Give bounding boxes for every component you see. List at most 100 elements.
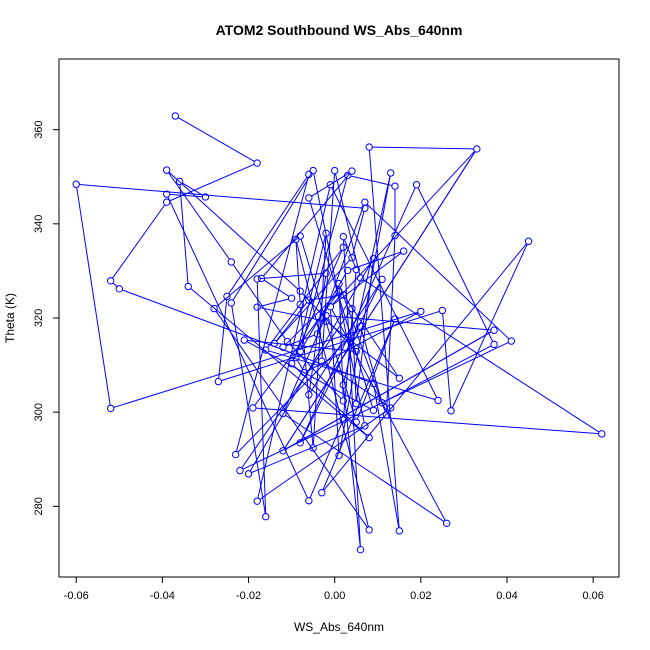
series-segment <box>442 313 452 408</box>
series-segment <box>300 238 356 420</box>
data-point <box>386 169 395 177</box>
series-segment <box>263 173 351 277</box>
data-point <box>395 527 404 535</box>
y-tick-label: 300 <box>33 403 45 421</box>
x-tick-label: -0.04 <box>150 590 175 602</box>
series-segment <box>179 184 189 284</box>
data-point <box>391 182 399 190</box>
series-segment <box>310 281 381 393</box>
series-segment <box>218 299 228 379</box>
data-point <box>339 381 348 389</box>
data-point <box>339 397 348 405</box>
series-segment <box>300 178 348 349</box>
series-segment <box>247 339 354 352</box>
data-point <box>279 343 287 351</box>
data-point <box>253 275 261 283</box>
data-point <box>326 181 335 189</box>
series-segment <box>373 386 400 528</box>
data-point <box>524 237 533 245</box>
series-segment <box>260 298 289 307</box>
data-point <box>227 299 236 307</box>
series-segment <box>356 261 374 401</box>
series-segment <box>384 345 492 402</box>
series-lines <box>76 117 600 547</box>
series-segment <box>251 426 363 474</box>
y-tick-label: 320 <box>33 309 45 327</box>
series-segment <box>112 204 166 279</box>
series-segment <box>263 279 290 297</box>
x-axis-label: WS_Abs_640nm <box>294 620 384 634</box>
series-segment <box>417 187 494 342</box>
series-segment <box>256 407 599 435</box>
data-point <box>399 247 408 255</box>
series-segment <box>260 307 324 322</box>
series-segment <box>231 306 266 514</box>
data-point <box>598 430 606 438</box>
series-segment <box>330 309 340 453</box>
series-segment <box>307 312 419 372</box>
data-point <box>365 526 373 534</box>
data-point <box>356 322 365 331</box>
data-point <box>343 171 352 180</box>
data-point <box>356 545 365 554</box>
series-segment <box>215 310 368 528</box>
series-points <box>72 112 606 554</box>
data-point <box>162 190 171 198</box>
series-segment <box>293 365 368 436</box>
data-point <box>223 292 231 301</box>
data-point <box>361 422 369 430</box>
data-point <box>279 409 287 418</box>
series-segment <box>285 331 492 450</box>
series-segment <box>168 171 299 290</box>
data-point <box>296 347 304 356</box>
data-point <box>352 347 360 356</box>
x-tick-label: 0.06 <box>582 590 603 602</box>
series-segment <box>228 176 308 294</box>
series-segment <box>368 150 400 528</box>
data-point <box>343 266 352 275</box>
data-point <box>171 112 180 120</box>
data-point <box>490 340 498 349</box>
series-segment <box>112 282 118 287</box>
x-tick-label: 0.04 <box>496 590 517 602</box>
series-segment <box>275 302 308 342</box>
chart-title: ATOM2 Southbound WS_Abs_640nm <box>216 22 463 38</box>
series-segment <box>386 238 396 412</box>
data-point <box>236 466 244 475</box>
y-axis: 280 300 320 340 360 <box>33 120 60 516</box>
series-segment <box>276 259 351 342</box>
data-point <box>210 304 218 313</box>
data-point <box>442 519 451 528</box>
data-point <box>335 287 343 296</box>
series-segment <box>169 193 203 198</box>
data-point <box>309 166 317 175</box>
data-point <box>162 198 171 206</box>
series-segment <box>356 321 395 420</box>
series-segment <box>260 273 323 280</box>
series-segment <box>342 239 361 547</box>
data-point <box>309 444 317 452</box>
series-segment <box>182 182 203 196</box>
series-segment <box>221 310 440 382</box>
data-point <box>253 303 261 311</box>
data-point <box>391 231 399 240</box>
data-point <box>473 145 481 153</box>
series-segment <box>79 184 362 209</box>
data-point <box>175 177 184 186</box>
data-point <box>244 470 253 478</box>
data-point <box>335 451 343 460</box>
x-tick-label: -0.06 <box>64 590 89 602</box>
y-tick-label: 280 <box>33 497 45 515</box>
data-point <box>292 353 300 362</box>
data-point <box>214 377 223 386</box>
data-point <box>240 336 248 344</box>
series-segment <box>372 146 474 150</box>
series-segment <box>241 310 351 469</box>
data-point <box>287 294 296 302</box>
data-point <box>352 400 360 408</box>
data-point <box>322 311 330 320</box>
series-segment <box>308 276 327 392</box>
data-point <box>318 357 326 366</box>
series-segment <box>296 242 369 527</box>
